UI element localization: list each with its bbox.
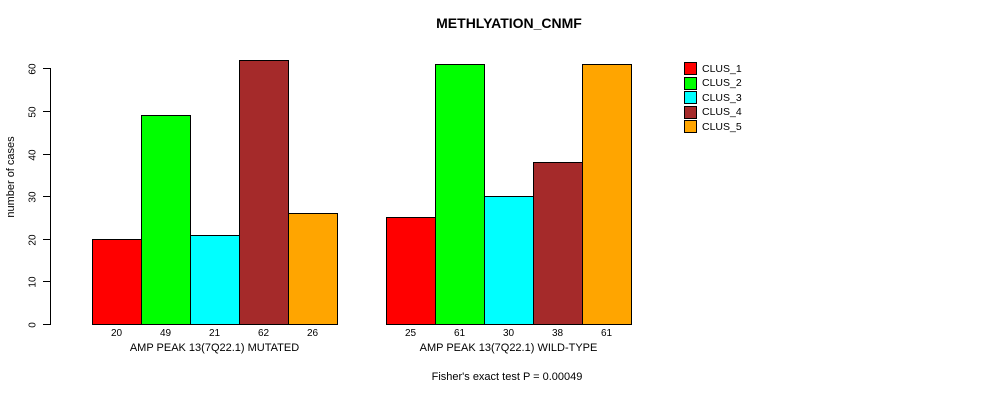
y-tick bbox=[43, 111, 50, 112]
y-axis-line bbox=[50, 68, 51, 325]
y-tick bbox=[43, 68, 50, 69]
y-tick-label: 50 bbox=[27, 105, 39, 118]
y-tick-label: 40 bbox=[27, 148, 39, 161]
legend-label: CLUS_5 bbox=[702, 120, 742, 133]
bar-clus_4 bbox=[533, 162, 583, 325]
bar-value-label: 20 bbox=[110, 328, 123, 339]
bar-value-label: 62 bbox=[257, 328, 270, 339]
legend-label: CLUS_3 bbox=[702, 91, 742, 104]
bar-value-label: 26 bbox=[306, 328, 319, 339]
legend-item: CLUS_4 bbox=[684, 105, 742, 119]
legend: CLUS_1 CLUS_2 CLUS_3 CLUS_4 CLUS_5 bbox=[684, 62, 742, 135]
y-tick bbox=[43, 154, 50, 155]
bar-clus_5 bbox=[288, 213, 338, 325]
legend-swatch bbox=[684, 91, 697, 104]
y-tick bbox=[43, 196, 50, 197]
group-axis-label: AMP PEAK 13(7Q22.1) WILD-TYPE bbox=[419, 342, 598, 354]
bar-clus_2 bbox=[435, 64, 485, 325]
legend-swatch bbox=[684, 62, 697, 75]
bar-clus_1 bbox=[386, 217, 436, 325]
y-tick-label: 0 bbox=[27, 321, 39, 328]
legend-swatch bbox=[684, 76, 697, 90]
legend-item: CLUS_2 bbox=[684, 76, 742, 90]
legend-label: CLUS_1 bbox=[702, 62, 742, 75]
bar-value-label: 30 bbox=[502, 328, 515, 339]
bar-value-label: 25 bbox=[404, 328, 417, 339]
y-tick-label: 10 bbox=[27, 275, 39, 288]
bar-clus_2 bbox=[141, 115, 191, 325]
bar-clus_4 bbox=[239, 60, 289, 325]
y-tick-label: 30 bbox=[27, 190, 39, 203]
group-axis-label: AMP PEAK 13(7Q22.1) MUTATED bbox=[129, 342, 300, 354]
legend-swatch bbox=[684, 120, 697, 133]
y-tick bbox=[43, 324, 50, 325]
bar-clus_5 bbox=[582, 64, 632, 325]
y-tick-label: 20 bbox=[27, 233, 39, 246]
y-tick bbox=[43, 281, 50, 282]
legend-swatch bbox=[684, 105, 697, 119]
legend-label: CLUS_2 bbox=[702, 77, 742, 89]
bar-value-label: 21 bbox=[208, 328, 221, 339]
legend-item: CLUS_5 bbox=[684, 120, 742, 133]
chart-title: METHLYATION_CNMF bbox=[436, 15, 582, 31]
legend-item: CLUS_1 bbox=[684, 62, 742, 75]
y-axis-label: number of cases bbox=[5, 136, 17, 218]
bar-value-label: 49 bbox=[159, 328, 172, 339]
bar-value-label: 38 bbox=[551, 328, 564, 339]
bar-clus_3 bbox=[190, 235, 240, 325]
bar-clus_1 bbox=[92, 239, 142, 325]
bar-clus_3 bbox=[484, 196, 534, 325]
bar-value-label: 61 bbox=[600, 328, 613, 339]
legend-item: CLUS_3 bbox=[684, 91, 742, 104]
y-tick bbox=[43, 239, 50, 240]
bar-value-label: 61 bbox=[453, 328, 466, 339]
legend-label: CLUS_4 bbox=[702, 106, 742, 118]
y-tick-label: 60 bbox=[27, 62, 39, 75]
caption: Fisher's exact test P = 0.00049 bbox=[431, 371, 583, 383]
